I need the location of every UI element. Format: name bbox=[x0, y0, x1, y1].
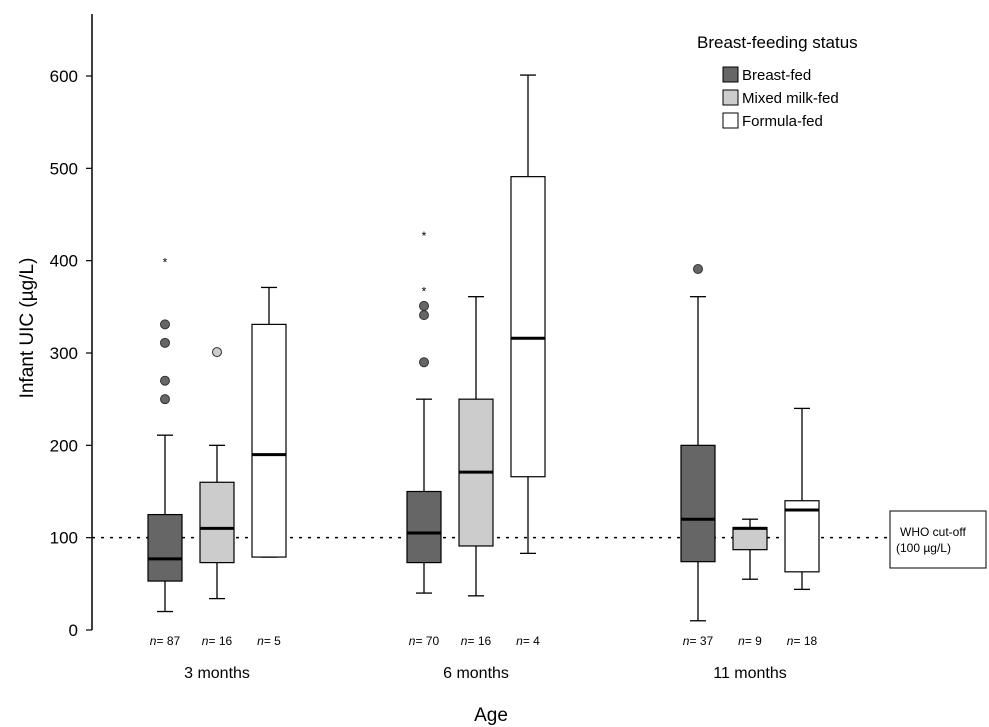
extreme-point: * bbox=[163, 256, 168, 270]
n-label: n= 87 bbox=[150, 634, 181, 648]
n-value: = 16 bbox=[208, 634, 232, 648]
box-iqr bbox=[147, 513, 183, 582]
box-iqr bbox=[510, 176, 546, 478]
y-tick-label: 600 bbox=[50, 67, 78, 86]
box-breast-fed: ** bbox=[406, 229, 442, 594]
y-tick-label: 0 bbox=[69, 621, 78, 640]
n-prefix: n bbox=[257, 634, 264, 648]
n-label: n= 18 bbox=[787, 634, 818, 648]
n-value: = 87 bbox=[156, 634, 180, 648]
outlier-point bbox=[419, 310, 429, 321]
box-iqr bbox=[251, 323, 287, 558]
n-value: = 70 bbox=[415, 634, 439, 648]
box-formula-fed bbox=[784, 407, 820, 591]
y-tick-label: 400 bbox=[50, 252, 78, 271]
box-mixed-milk-fed bbox=[458, 296, 494, 597]
n-value: = 4 bbox=[523, 634, 540, 648]
n-label: n= 5 bbox=[257, 634, 281, 648]
n-label: n= 37 bbox=[683, 634, 714, 648]
outlier-point bbox=[693, 263, 703, 274]
group-label: 3 months bbox=[184, 665, 250, 682]
outlier-point bbox=[160, 394, 170, 405]
n-value: = 9 bbox=[745, 634, 762, 648]
outlier-point bbox=[160, 337, 170, 348]
box-formula-fed bbox=[251, 286, 287, 558]
y-tick-label: 200 bbox=[50, 436, 78, 455]
legend-swatch bbox=[722, 66, 739, 83]
group-label: 6 months bbox=[443, 665, 509, 682]
box-mixed-milk-fed bbox=[199, 347, 235, 600]
box-breast-fed: * bbox=[147, 256, 183, 613]
legend: Breast-feeding status Breast-fed Mixed mil… bbox=[697, 33, 858, 130]
who-cutoff-value: (100 µg/L) bbox=[896, 541, 951, 555]
outlier-point bbox=[419, 300, 429, 311]
box-breast-fed bbox=[680, 263, 716, 622]
n-prefix: n bbox=[787, 634, 794, 648]
legend-entry: Formula-fed bbox=[742, 113, 823, 130]
n-value: = 37 bbox=[689, 634, 713, 648]
x-axis-title: Age bbox=[474, 705, 508, 726]
box-iqr bbox=[199, 481, 235, 564]
n-prefix: n bbox=[202, 634, 209, 648]
y-tick-label: 100 bbox=[50, 529, 78, 548]
legend-swatch bbox=[722, 89, 739, 106]
n-value: = 16 bbox=[467, 634, 491, 648]
n-prefix: n bbox=[409, 634, 416, 648]
box-mixed-milk-fed bbox=[732, 518, 768, 580]
legend-title: Breast-feeding status bbox=[697, 33, 858, 52]
outlier-point bbox=[160, 319, 170, 330]
n-prefix: n bbox=[461, 634, 468, 648]
who-cutoff-label-box bbox=[889, 510, 987, 569]
group-label: 11 months bbox=[713, 665, 787, 682]
n-label: n= 9 bbox=[738, 634, 762, 648]
boxes-layer: *** bbox=[147, 74, 820, 622]
n-label: n= 16 bbox=[461, 634, 492, 648]
n-prefix: n bbox=[150, 634, 157, 648]
box-iqr bbox=[406, 490, 442, 564]
box-formula-fed bbox=[510, 74, 546, 555]
box-iqr bbox=[784, 500, 820, 573]
who-cutoff-label: WHO cut-off bbox=[900, 525, 966, 539]
legend-entry: Breast-fed bbox=[742, 67, 811, 84]
outlier-point bbox=[160, 375, 170, 386]
outlier-point bbox=[212, 347, 222, 358]
extreme-point: * bbox=[422, 229, 427, 243]
n-label: n= 16 bbox=[202, 634, 233, 648]
n-value: = 5 bbox=[264, 634, 281, 648]
y-axis-title: Infant UIC (µg/L) bbox=[17, 258, 38, 399]
n-prefix: n bbox=[683, 634, 690, 648]
legend-entry: Mixed milk-fed bbox=[742, 90, 839, 107]
n-label: n= 70 bbox=[409, 634, 440, 648]
box-iqr bbox=[732, 526, 768, 551]
n-label: n= 4 bbox=[516, 634, 540, 648]
n-prefix: n bbox=[738, 634, 745, 648]
legend-swatch bbox=[722, 112, 739, 129]
n-value: = 18 bbox=[793, 634, 817, 648]
outlier-point bbox=[419, 357, 429, 368]
axes-layer: 0 100 200 300 400 500 600 Infant UIC (µg/L) Age bbox=[17, 14, 508, 726]
y-tick-label: 300 bbox=[50, 344, 78, 363]
box-iqr bbox=[680, 444, 716, 563]
y-tick-label: 500 bbox=[50, 159, 78, 178]
n-prefix: n bbox=[516, 634, 523, 648]
extreme-point: * bbox=[422, 284, 427, 298]
